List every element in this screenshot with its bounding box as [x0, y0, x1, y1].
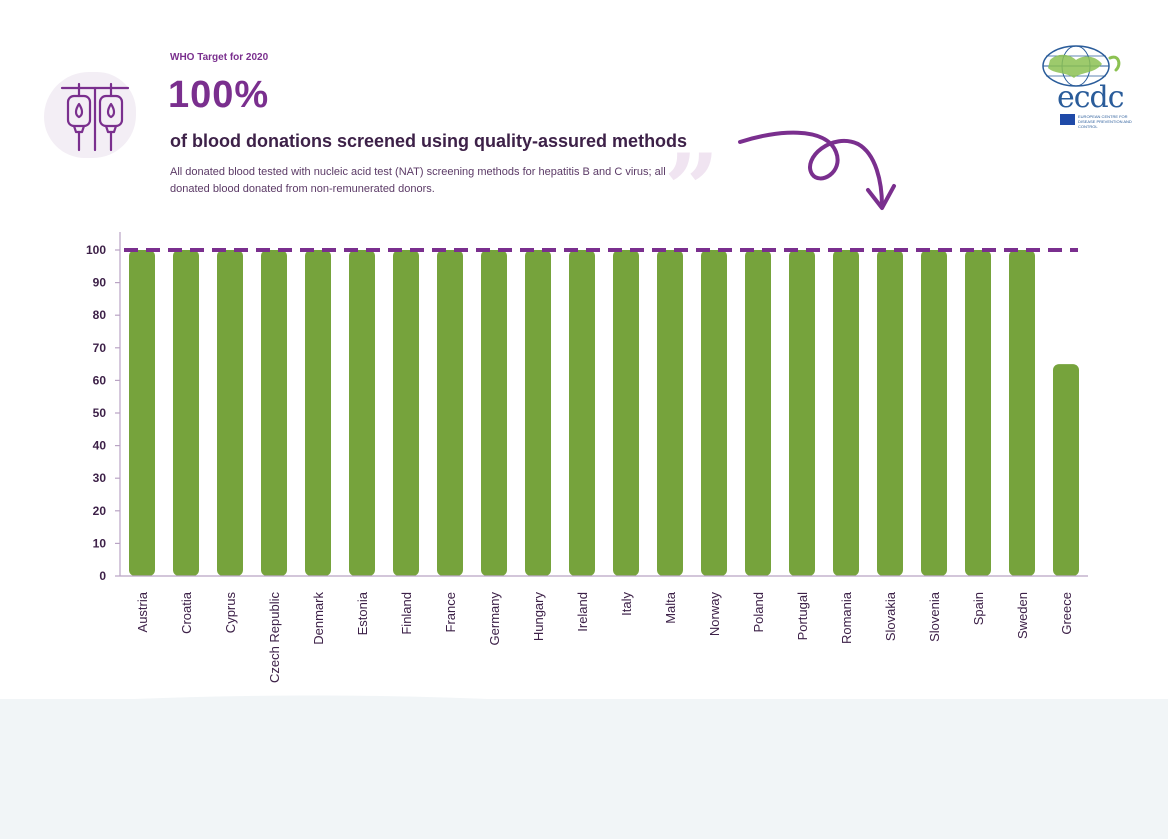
bars — [129, 250, 1079, 576]
curved-arrow-icon — [738, 130, 896, 210]
y-tick-label: 40 — [93, 439, 107, 453]
y-tick-label: 70 — [93, 341, 107, 355]
x-category-label: Norway — [707, 592, 722, 637]
target-label: WHO Target for 2020 — [170, 52, 269, 63]
x-category-label: Greece — [1059, 592, 1074, 635]
x-category-label: Portugal — [795, 592, 810, 641]
x-category-label: Italy — [619, 592, 634, 616]
bar-estonia — [349, 250, 375, 576]
x-category-label: Slovakia — [883, 591, 898, 641]
bar-malta — [657, 250, 683, 576]
x-category-label: Croatia — [179, 591, 194, 634]
x-axis-labels: Austria Croatia Cyprus Czech Republic Denmar… — [135, 591, 1074, 683]
x-category-label: Denmark — [311, 592, 326, 645]
bar-denmark — [305, 250, 331, 576]
x-category-label: Austria — [135, 591, 150, 632]
bar-portugal — [789, 250, 815, 576]
x-category-label: Slovenia — [927, 591, 942, 642]
logo-caption: EUROPEAN CENTRE FOR DISEASE PREVENTION A… — [1078, 114, 1132, 129]
logo-wordmark: ecdc — [1057, 80, 1125, 115]
x-category-label: Germany — [487, 592, 502, 646]
bar-romania — [833, 250, 859, 576]
bar-czech-republic — [261, 250, 287, 576]
y-tick-label: 50 — [93, 406, 107, 420]
bar-sweden — [1009, 250, 1035, 576]
y-tick-label: 0 — [99, 569, 106, 583]
chart-description: All donated blood tested with nucleic ac… — [170, 166, 666, 195]
eu-flag-icon — [1060, 114, 1075, 125]
blood-infusion-icon — [60, 82, 130, 152]
bar-slovenia — [921, 250, 947, 576]
bar-italy — [613, 250, 639, 576]
x-category-label: Estonia — [355, 591, 370, 635]
bar-spain — [965, 250, 991, 576]
bar-france — [437, 250, 463, 576]
chart-subtitle: of blood donations screened using qualit… — [170, 131, 688, 151]
y-tick-label: 80 — [93, 308, 107, 322]
x-category-label: Romania — [839, 591, 854, 644]
ecdc-logo — [1042, 45, 1121, 87]
x-category-label: Ireland — [575, 592, 590, 632]
y-tick-label: 60 — [93, 373, 107, 387]
x-category-label: Sweden — [1015, 592, 1030, 639]
x-category-label: France — [443, 592, 458, 632]
bar-finland — [393, 250, 419, 576]
x-category-label: Finland — [399, 592, 414, 635]
y-tick-label: 30 — [93, 471, 107, 485]
bar-ireland — [569, 250, 595, 576]
x-category-label: Cyprus — [223, 592, 238, 634]
bar-slovakia — [877, 250, 903, 576]
x-category-label: Spain — [971, 592, 986, 625]
bar-austria — [129, 250, 155, 576]
x-category-label: Czech Republic — [267, 592, 282, 684]
y-axis-ticks: 0 10 20 30 40 50 60 70 80 90 100 — [86, 243, 120, 583]
y-tick-label: 100 — [86, 243, 106, 257]
bar-croatia — [173, 250, 199, 576]
bar-poland — [745, 250, 771, 576]
y-tick-label: 10 — [93, 536, 107, 550]
footer-band-curve — [0, 695, 1168, 726]
x-category-label: Poland — [751, 592, 766, 632]
bar-norway — [701, 250, 727, 576]
bar-germany — [481, 250, 507, 576]
bar-cyprus — [217, 250, 243, 576]
headline-percentage: 100% — [168, 74, 270, 116]
quote-icon: ” — [664, 133, 720, 246]
x-category-label: Hungary — [531, 592, 546, 642]
x-category-label: Malta — [663, 591, 678, 624]
bar-hungary — [525, 250, 551, 576]
y-tick-label: 90 — [93, 276, 107, 290]
bar-greece — [1053, 364, 1079, 576]
y-tick-label: 20 — [93, 504, 107, 518]
